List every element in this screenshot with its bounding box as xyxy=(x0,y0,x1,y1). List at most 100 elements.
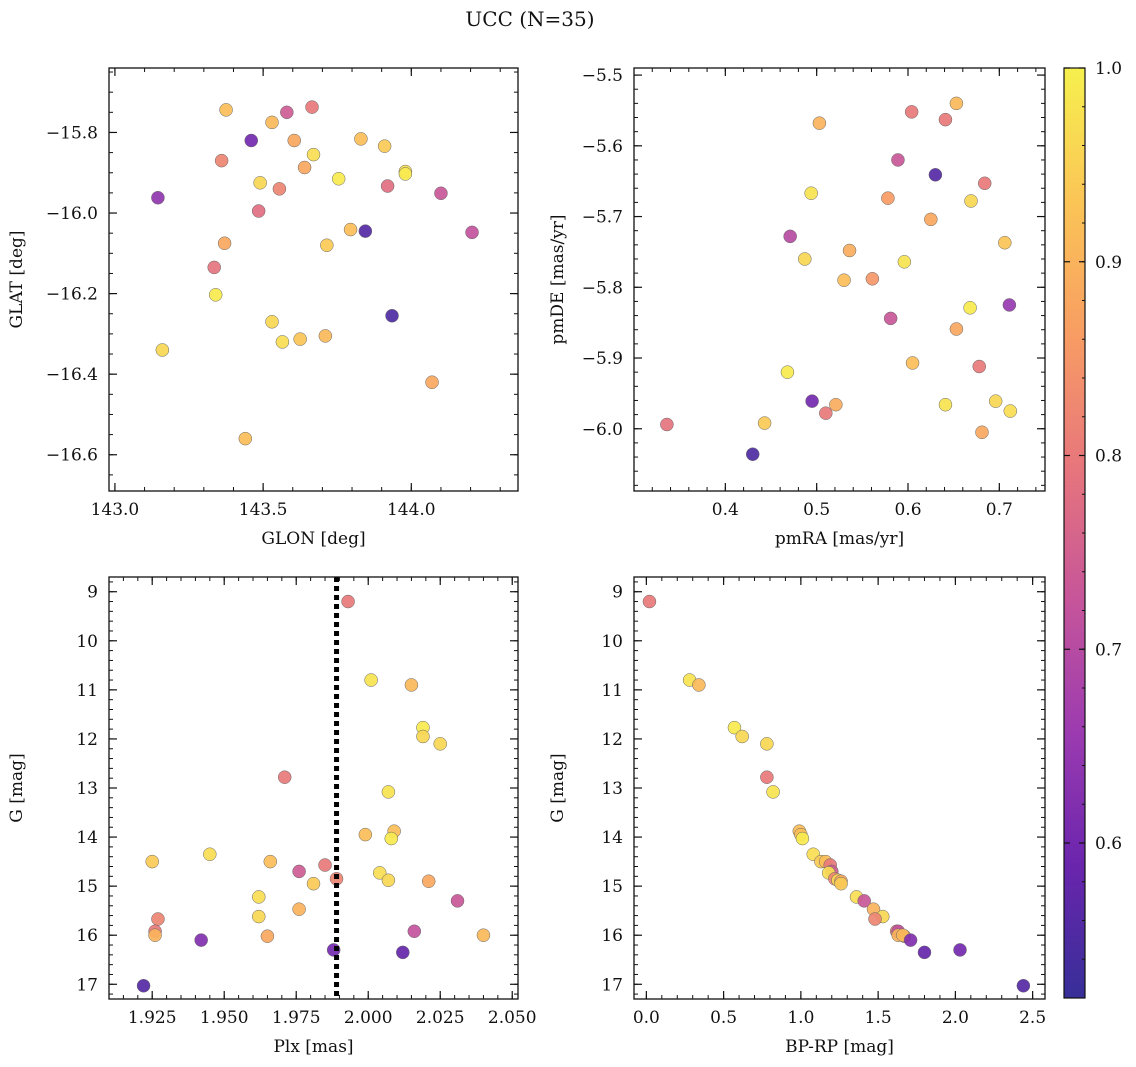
data-point xyxy=(780,365,795,379)
data-point xyxy=(964,194,978,208)
y-tick-label: −5.9 xyxy=(582,349,623,369)
panel-plx-g: 1.925 1.950 1.975 2.000 2.025 2.050 9 10 11 12 13 1… xyxy=(7,576,537,1057)
y-tick-label: 15 xyxy=(76,877,98,897)
colorbar-tick-label: 0.6 xyxy=(1095,834,1122,854)
data-point xyxy=(760,737,774,751)
data-point xyxy=(766,785,780,799)
data-point xyxy=(265,315,279,329)
data-point xyxy=(1016,979,1031,993)
data-point xyxy=(949,96,964,111)
data-point xyxy=(251,204,266,218)
data-point xyxy=(868,912,882,926)
x-tick-label: 0.7 xyxy=(986,500,1013,520)
data-point xyxy=(385,309,399,323)
data-point xyxy=(219,103,233,117)
x-tick-label: 2.000 xyxy=(344,1008,393,1028)
x-tick-label: 2.5 xyxy=(1019,1008,1046,1028)
data-point xyxy=(136,979,151,993)
data-point xyxy=(433,737,447,751)
data-point xyxy=(148,928,162,942)
data-point xyxy=(949,322,964,336)
data-point xyxy=(341,594,355,609)
data-point xyxy=(292,902,306,916)
data-point xyxy=(891,153,905,167)
data-point xyxy=(924,212,938,227)
data-point xyxy=(407,924,422,939)
data-point xyxy=(155,343,170,357)
data-point xyxy=(834,876,848,891)
data-point xyxy=(214,153,229,168)
x-tick-label: 1.5 xyxy=(865,1008,892,1028)
data-point xyxy=(727,720,742,735)
data-point xyxy=(151,190,165,205)
colorbar-tick-label: 0.9 xyxy=(1095,253,1122,273)
data-point xyxy=(837,273,851,287)
data-point xyxy=(381,873,396,888)
colorbar: 0.6 0.7 0.8 0.9 1.0 xyxy=(1063,59,1122,999)
x-tick-label: 144.0 xyxy=(387,500,436,520)
data-point xyxy=(277,770,292,784)
x-tick-label: 2.0 xyxy=(942,1008,969,1028)
data-point xyxy=(977,176,992,191)
y-tick-label: 9 xyxy=(612,583,623,603)
y-tick-label: −16.2 xyxy=(46,285,98,305)
data-point xyxy=(364,673,378,687)
data-point xyxy=(377,139,392,153)
data-point xyxy=(783,229,797,244)
data-point xyxy=(358,224,373,238)
data-point xyxy=(275,335,290,349)
x-axis-label: Plx [mas] xyxy=(273,1037,353,1057)
x-tick-label: 0.5 xyxy=(803,500,830,520)
data-point xyxy=(260,929,275,943)
data-point xyxy=(396,945,410,960)
y-tick-label: 17 xyxy=(76,975,98,995)
data-point xyxy=(897,255,912,269)
data-point xyxy=(318,329,333,343)
data-point xyxy=(975,425,989,440)
x-tick-label: 1.950 xyxy=(200,1008,249,1028)
data-point xyxy=(398,167,413,181)
data-point xyxy=(372,866,387,880)
y-tick-label: 13 xyxy=(601,779,623,799)
y-axis-label: pmDE [mas/yr] xyxy=(548,214,568,344)
data-point xyxy=(318,858,332,872)
data-point xyxy=(194,933,208,947)
data-point xyxy=(253,176,267,190)
y-tick-label: 15 xyxy=(601,877,623,897)
y-tick-label: 13 xyxy=(76,779,98,799)
y-tick-label: −16.6 xyxy=(46,446,98,466)
data-point xyxy=(450,894,465,908)
x-tick-label: 1.0 xyxy=(787,1008,814,1028)
data-point xyxy=(804,186,818,200)
data-point xyxy=(434,186,448,201)
data-point xyxy=(297,160,312,175)
data-point xyxy=(343,222,358,237)
data-point xyxy=(798,252,812,266)
data-point xyxy=(203,847,217,861)
data-point xyxy=(903,933,918,947)
y-tick-label: −5.6 xyxy=(582,137,623,157)
y-tick-label: −15.8 xyxy=(46,123,98,143)
colorbar-tick-label: 0.7 xyxy=(1095,640,1122,660)
y-tick-label: 17 xyxy=(601,975,623,995)
data-point xyxy=(805,394,819,408)
data-point xyxy=(757,416,772,430)
x-tick-label: 0.0 xyxy=(633,1008,660,1028)
y-tick-label: 16 xyxy=(601,926,623,946)
y-tick-label: −5.7 xyxy=(582,208,623,228)
data-point xyxy=(293,332,307,346)
data-point xyxy=(745,447,760,461)
data-point xyxy=(988,394,1003,408)
data-point xyxy=(465,225,479,240)
data-point xyxy=(280,105,294,120)
data-point xyxy=(354,132,368,146)
data-point xyxy=(938,112,953,127)
y-tick-label: −6.0 xyxy=(582,420,623,440)
x-axis-label: GLON [deg] xyxy=(261,529,365,549)
data-point xyxy=(320,238,334,253)
y-tick-label: 11 xyxy=(601,681,623,701)
data-point xyxy=(292,864,306,879)
x-tick-label: 143.0 xyxy=(91,500,140,520)
y-tick-label: 14 xyxy=(601,828,623,848)
